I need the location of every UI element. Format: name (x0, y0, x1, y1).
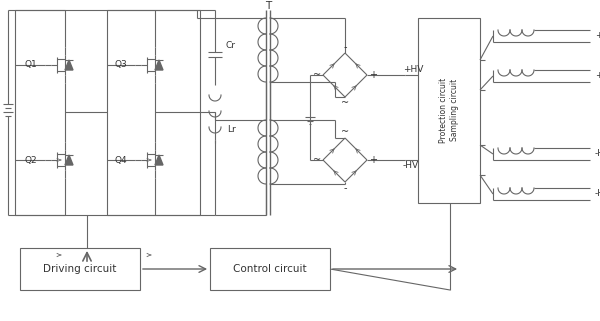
Text: -HV: -HV (403, 160, 419, 169)
Text: -: - (343, 183, 347, 193)
Text: Protection circuit
Sampling circuit: Protection circuit Sampling circuit (439, 77, 459, 143)
Text: Cr: Cr (225, 40, 235, 49)
Bar (20, 248, 140, 290)
Text: Driving circuit: Driving circuit (43, 264, 116, 274)
Polygon shape (65, 155, 73, 165)
Bar (418, 18, 480, 203)
Text: +: + (369, 70, 377, 80)
Text: +HV: +HV (403, 65, 424, 74)
Text: Q3: Q3 (114, 60, 127, 70)
Text: Control circuit: Control circuit (233, 264, 307, 274)
Text: T: T (265, 1, 271, 11)
Text: Lr: Lr (227, 126, 236, 134)
Text: ~: ~ (341, 98, 349, 108)
Text: ~: ~ (313, 70, 321, 80)
Polygon shape (155, 155, 163, 165)
Bar (15, 10, 200, 215)
Text: +: + (369, 155, 377, 165)
Text: Q2: Q2 (25, 155, 37, 164)
Polygon shape (65, 60, 73, 70)
Text: -: - (343, 42, 347, 52)
Text: ~: ~ (341, 127, 349, 137)
Text: Q4: Q4 (115, 155, 127, 164)
Bar (210, 248, 330, 290)
Text: ~: ~ (313, 155, 321, 165)
Text: -HV: -HV (595, 150, 600, 159)
Text: +HV: +HV (595, 72, 600, 81)
Text: -HV: -HV (595, 189, 600, 198)
Polygon shape (155, 60, 163, 70)
Text: Q1: Q1 (24, 60, 37, 70)
Text: +HV: +HV (595, 31, 600, 40)
